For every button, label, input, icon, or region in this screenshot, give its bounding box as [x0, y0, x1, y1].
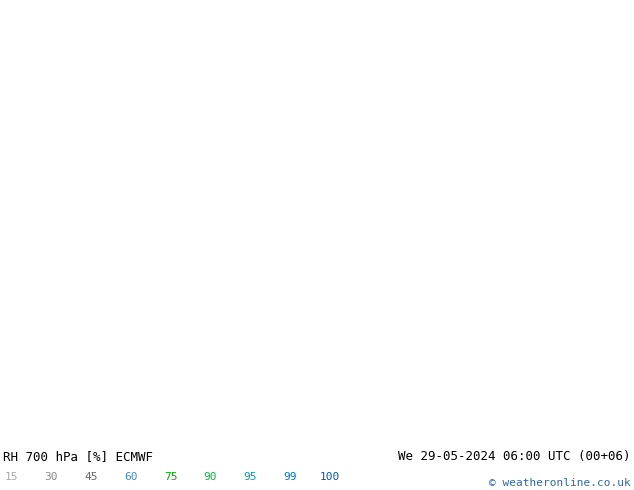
- Text: 60: 60: [124, 471, 138, 482]
- Text: 90: 90: [204, 471, 217, 482]
- Text: 100: 100: [320, 471, 340, 482]
- Text: 30: 30: [44, 471, 58, 482]
- Text: © weatheronline.co.uk: © weatheronline.co.uk: [489, 478, 631, 488]
- Text: 15: 15: [4, 471, 18, 482]
- Text: 45: 45: [84, 471, 98, 482]
- Text: We 29-05-2024 06:00 UTC (00+06): We 29-05-2024 06:00 UTC (00+06): [398, 450, 631, 464]
- Text: 99: 99: [283, 471, 297, 482]
- Text: 75: 75: [164, 471, 178, 482]
- Text: RH 700 hPa [%] ECMWF: RH 700 hPa [%] ECMWF: [3, 450, 153, 464]
- Text: 95: 95: [243, 471, 257, 482]
